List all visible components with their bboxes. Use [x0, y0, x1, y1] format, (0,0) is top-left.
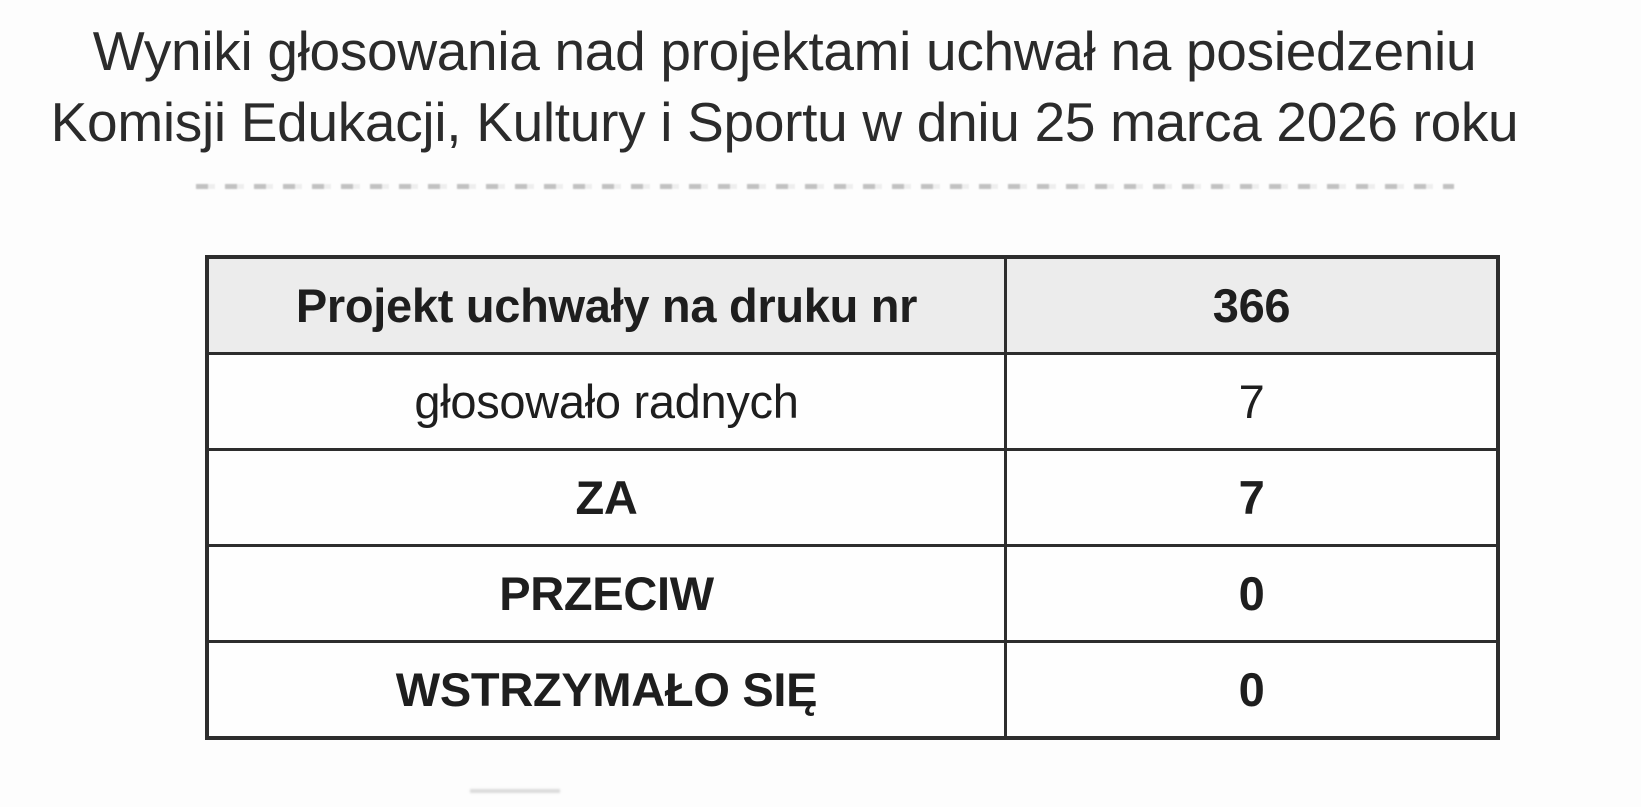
document-title: Wyniki głosowania nad projektami uchwał …	[0, 16, 1641, 158]
scan-artifact-band	[196, 184, 1454, 189]
row-value-abstained: 0	[1004, 640, 1500, 740]
row-value-voted-councillors: 7	[1004, 352, 1500, 451]
row-label-abstained: WSTRZYMAŁO SIĘ	[205, 640, 1007, 740]
row-label-votes-for: ZA	[205, 448, 1007, 547]
row-value-draft-number: 366	[1004, 255, 1500, 355]
row-value-votes-for: 7	[1004, 448, 1500, 547]
row-value-votes-against: 0	[1004, 544, 1500, 643]
title-line-2: Komisji Edukacji, Kultury i Sportu w dni…	[50, 91, 1519, 153]
scan-artifact-dash	[470, 789, 560, 793]
table-row-abstained: WSTRZYMAŁO SIĘ 0	[205, 640, 1500, 740]
table-row-draft-number: Projekt uchwały na druku nr 366	[205, 255, 1500, 355]
title-line-1: Wyniki głosowania nad projektami uchwał …	[92, 20, 1477, 82]
row-label-draft-number: Projekt uchwały na druku nr	[205, 255, 1007, 355]
voting-results-table-body: Projekt uchwały na druku nr 366 głosował…	[205, 255, 1500, 740]
table-row-votes-against: PRZECIW 0	[205, 544, 1500, 643]
voting-results-table: Projekt uchwały na druku nr 366 głosował…	[205, 255, 1500, 740]
table-row-votes-for: ZA 7	[205, 448, 1500, 547]
table-row-voted-councillors: głosowało radnych 7	[205, 352, 1500, 451]
row-label-voted-councillors: głosowało radnych	[205, 352, 1007, 451]
row-label-votes-against: PRZECIW	[205, 544, 1007, 643]
